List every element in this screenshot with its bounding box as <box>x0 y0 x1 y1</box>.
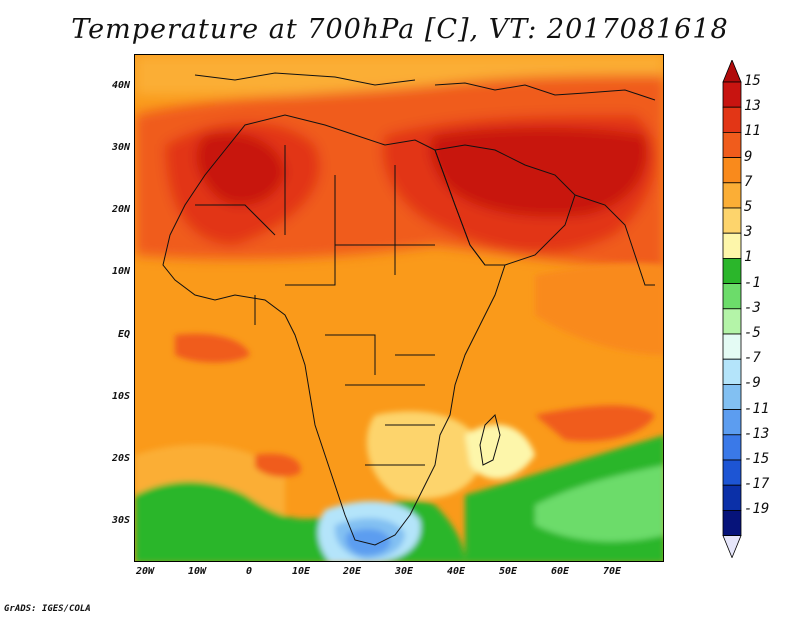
lon-label-0: 0 <box>245 566 253 577</box>
colorbar-bottom-arrow <box>722 535 742 558</box>
lat-label-10n: 10N <box>111 266 130 277</box>
lon-label-10e: 10E <box>291 566 311 577</box>
lat-label-20s: 20S <box>111 453 130 464</box>
colorbar-segment <box>722 434 742 461</box>
colorbar-segment <box>722 509 742 536</box>
colorbar-label: 1 <box>744 249 753 266</box>
colorbar-label: 9 <box>744 148 753 165</box>
temperature-map <box>134 54 664 562</box>
lon-label-50e: 50E <box>498 566 518 577</box>
colorbar-top-arrow <box>722 60 742 83</box>
colorbar-segment <box>722 283 742 310</box>
colorbar-label: -5 <box>744 325 761 341</box>
lat-label-eq: EQ <box>117 329 130 340</box>
cool-regions <box>135 263 663 561</box>
warm-regions <box>135 55 663 275</box>
colorbar-label: -3 <box>744 299 761 316</box>
colorbar-label: 7 <box>744 173 753 190</box>
lon-label-10w: 10W <box>187 566 207 577</box>
lat-label-30n: 30N <box>111 142 130 153</box>
map-title: Temperature at 700hPa [C], VT: 201708161… <box>71 14 729 45</box>
lon-label-70e: 70E <box>602 566 622 577</box>
lat-label-40n: 40N <box>111 80 130 91</box>
credit-text: GrADS: IGES/COLA <box>4 604 91 614</box>
lat-label-10s: 10S <box>111 391 130 402</box>
colorbar-segment <box>722 459 742 486</box>
colorbar-segment <box>722 157 742 184</box>
colorbar-segment <box>722 182 742 209</box>
lon-label-20e: 20E <box>342 566 362 577</box>
colorbar-segment <box>722 106 742 133</box>
colorbar-segment <box>722 207 742 234</box>
colorbar-segment <box>722 333 742 360</box>
colorbar-segment <box>722 484 742 511</box>
colorbar-label: -11 <box>744 400 770 417</box>
map-field <box>135 55 663 561</box>
lon-label-60e: 60E <box>550 566 570 577</box>
colorbar-segment <box>722 383 742 410</box>
lat-label-30s: 30S <box>111 515 130 526</box>
colorbar-segment <box>722 308 742 335</box>
colorbar <box>722 60 742 558</box>
colorbar-label: -1 <box>744 274 761 291</box>
colorbar-segment <box>722 257 742 284</box>
colorbar-label: 15 <box>744 73 761 89</box>
colorbar-segment <box>722 409 742 436</box>
colorbar-label: -9 <box>744 375 761 392</box>
colorbar-segment <box>722 358 742 385</box>
colorbar-label: -15 <box>744 451 770 467</box>
lat-label-20n: 20N <box>111 204 130 215</box>
lon-label-40e: 40E <box>446 566 466 577</box>
colorbar-label: -19 <box>744 501 770 518</box>
colorbar-segment <box>722 232 742 259</box>
colorbar-label: -17 <box>744 476 770 493</box>
lon-label-30e: 30E <box>394 566 414 577</box>
lon-label-20w: 20W <box>135 566 155 577</box>
colorbar-label: 11 <box>744 123 761 140</box>
coastlines <box>162 72 656 546</box>
colorbar-segment <box>722 132 742 159</box>
colorbar-label: -7 <box>744 350 761 367</box>
colorbar-segment <box>722 81 742 108</box>
colorbar-label: 3 <box>744 224 753 241</box>
colorbar-label: 13 <box>744 98 761 115</box>
colorbar-label: -13 <box>744 425 770 442</box>
colorbar-label: 5 <box>744 199 753 215</box>
